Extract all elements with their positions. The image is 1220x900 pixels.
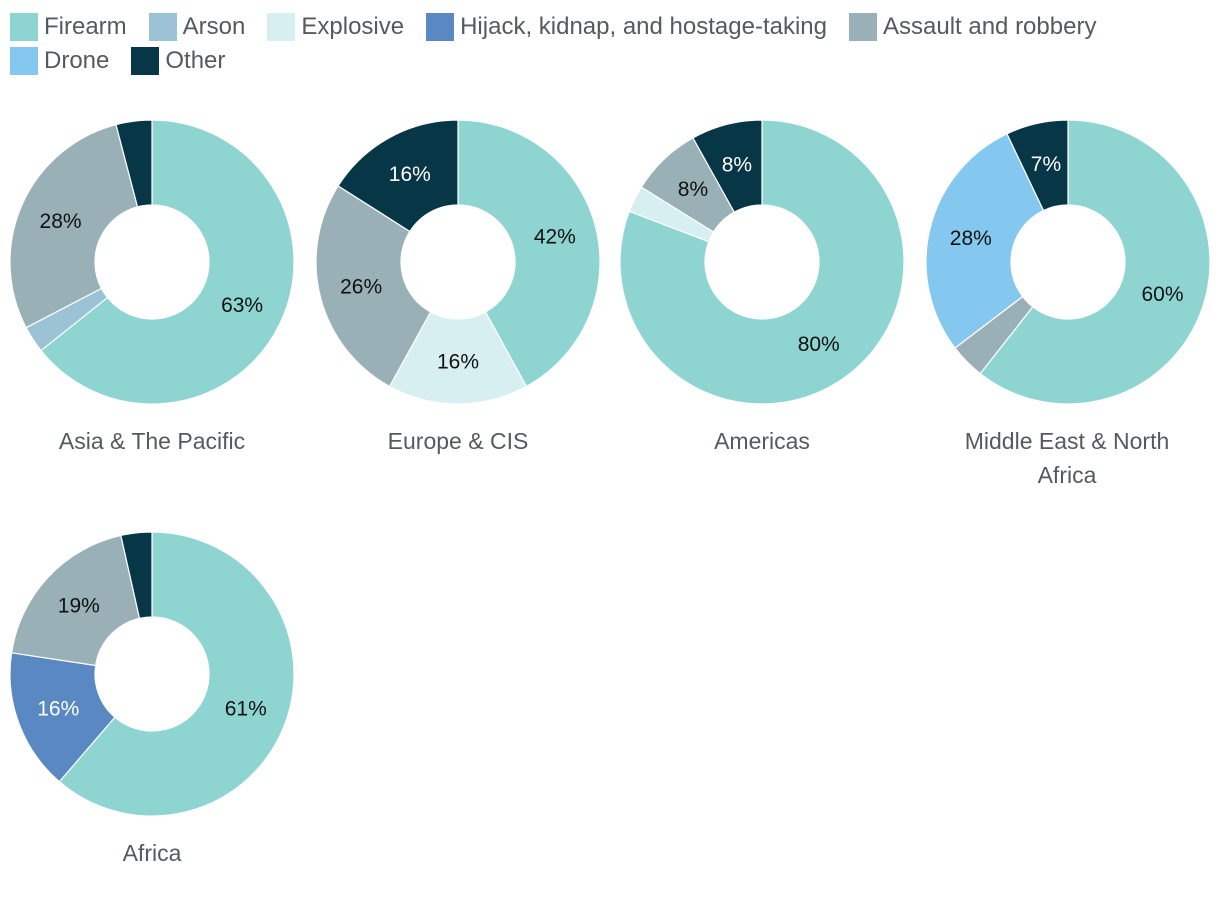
slice-asia-the-pacific-firearm[interactable] [40, 119, 295, 405]
slice-label-middle-east-north-africa-firearm: 60% [1141, 283, 1183, 306]
legend-row-2: Drone Other [10, 44, 1210, 78]
chart-title-americas: Americas [714, 428, 810, 454]
donut-asia-the-pacific: 63% 28% [9, 119, 295, 405]
legend: Firearm Arson Explosive Hijack, kidnap, … [10, 10, 1210, 78]
chart-title-europe-cis: Europe & CIS [387, 428, 529, 454]
slice-label-europe-cis-other: 16% [389, 163, 431, 186]
slice-label-africa-assault: 19% [58, 594, 100, 617]
legend-swatch-arson [148, 13, 177, 41]
chart-title-africa: Africa [122, 840, 182, 866]
slice-europe-cis-other[interactable] [337, 119, 459, 233]
legend-swatch-other [131, 47, 160, 75]
slice-asia-the-pacific-other[interactable] [115, 119, 153, 208]
slice-label-americas-firearm: 80% [798, 333, 840, 356]
slice-middle-east-north-africa-drone[interactable] [925, 132, 1045, 349]
legend-swatch-drone [10, 47, 38, 75]
legend-label-drone: Drone [44, 47, 110, 74]
slice-label-americas-other: 8% [722, 154, 752, 177]
chart-title-middle-east-north-africa: Middle East & North Africa [917, 424, 1217, 492]
donut-middle-east-north-africa: 60% 28% 7% [925, 119, 1211, 405]
slice-americas-firearm[interactable] [619, 119, 905, 405]
legend-swatch-explosive [267, 13, 296, 41]
legend-item-arson[interactable]: Arson [148, 13, 246, 41]
slice-label-europe-cis-firearm: 42% [534, 226, 576, 249]
legend-item-hijack[interactable]: Hijack, kidnap, and hostage-taking [426, 13, 827, 41]
legend-row-1: Firearm Arson Explosive Hijack, kidnap, … [10, 10, 1210, 44]
donut-americas: 80% 8% 8% [619, 119, 905, 405]
legend-label-hijack: Hijack, kidnap, and hostage-taking [460, 13, 827, 40]
slice-middle-east-north-africa-other[interactable] [1006, 119, 1069, 212]
slice-label-middle-east-north-africa-other: 7% [1031, 153, 1061, 176]
slice-label-middle-east-north-africa-drone: 28% [950, 227, 992, 250]
slice-label-europe-cis-explosive: 16% [437, 351, 479, 374]
legend-label-arson: Arson [182, 13, 246, 40]
slice-label-asia-the-pacific-assault: 28% [40, 210, 82, 233]
slice-europe-cis-assault[interactable] [315, 185, 432, 388]
legend-label-assault: Assault and robbery [882, 13, 1097, 40]
legend-label-other: Other [165, 47, 226, 74]
legend-swatch-firearm [10, 13, 38, 41]
slice-africa-assault[interactable] [10, 534, 141, 667]
slice-asia-the-pacific-assault[interactable] [9, 123, 139, 329]
donut-africa: 61% 16% 19% [9, 531, 295, 817]
legend-label-explosive: Explosive [301, 13, 405, 40]
slice-americas-other[interactable] [692, 119, 763, 214]
chart-title-line-2: Africa [1037, 462, 1097, 488]
chart-title-asia-pacific: Asia & The Pacific [58, 428, 246, 454]
slice-middle-east-north-africa-firearm[interactable] [979, 119, 1211, 405]
legend-item-explosive[interactable]: Explosive [267, 13, 404, 41]
legend-swatch-hijack [426, 13, 455, 41]
legend-item-other[interactable]: Other [131, 47, 225, 75]
legend-swatch-assault [848, 13, 877, 41]
legend-item-drone[interactable]: Drone [10, 47, 109, 75]
legend-label-firearm: Firearm [44, 13, 127, 40]
slice-label-africa-firearm: 61% [225, 697, 267, 720]
chart-title-line-1: Middle East & North [964, 428, 1170, 454]
slice-europe-cis-firearm[interactable] [457, 119, 601, 388]
slice-africa-other[interactable] [120, 531, 153, 620]
slice-africa-firearm[interactable] [58, 531, 295, 817]
legend-item-firearm[interactable]: Firearm [10, 13, 127, 41]
legend-item-assault[interactable]: Assault and robbery [848, 13, 1097, 41]
donut-europe-cis: 42% 16% 26% 16% [315, 119, 601, 405]
slice-label-asia-the-pacific-firearm: 63% [221, 294, 263, 317]
slice-label-africa-hijack: 16% [37, 697, 79, 720]
slice-europe-cis-explosive[interactable] [388, 311, 528, 405]
slice-africa-hijack[interactable] [9, 652, 116, 783]
slice-label-americas-assault: 8% [678, 178, 708, 201]
slice-label-europe-cis-assault: 26% [340, 275, 382, 298]
